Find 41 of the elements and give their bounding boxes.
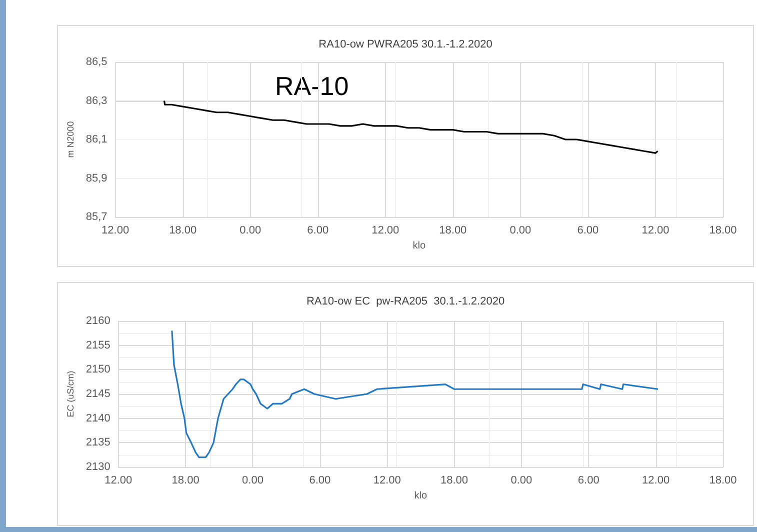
x-tick-label: 12.00 <box>373 474 401 486</box>
x-tick-label: 18.00 <box>439 224 467 236</box>
y-tick-label: 86,1 <box>86 134 108 146</box>
y-tick-label: 2135 <box>86 436 110 449</box>
x-tick-label: 0.00 <box>510 474 532 486</box>
x-tick-label: 18.00 <box>709 474 737 486</box>
line-series <box>171 330 659 458</box>
x-axis-title: klo <box>414 490 428 502</box>
y-tick-label: 85,9 <box>86 172 108 184</box>
y-tick-label: 2130 <box>86 461 110 473</box>
x-tick-label: 12.00 <box>372 224 400 236</box>
x-tick-label: 18.00 <box>440 474 468 486</box>
y-tick-label: 86,5 <box>86 56 108 68</box>
y-tick-label: 2145 <box>86 388 110 400</box>
x-tick-label: 6.00 <box>578 474 600 486</box>
chart-title: RA10-ow PWRA205 30.1.-1.2.2020 <box>318 38 492 50</box>
chart-title: RA10-ow EC pw-RA205 30.1.-1.2.2020 <box>306 296 505 308</box>
y-axis-title: m N2000 <box>66 121 76 158</box>
y-tick-label: 86,3 <box>86 94 108 107</box>
x-tick-label: 0.00 <box>242 474 264 486</box>
x-tick-label: 0.00 <box>240 224 262 236</box>
x-tick-label: 6.00 <box>307 224 329 236</box>
x-tick-label: 0.00 <box>510 224 532 236</box>
y-tick-label: 2155 <box>86 339 110 352</box>
x-tick-label: 12.00 <box>642 224 670 236</box>
x-tick-label: 6.00 <box>309 474 331 486</box>
x-tick-label: 18.00 <box>709 224 737 236</box>
x-tick-label: 12.00 <box>104 474 132 486</box>
annotation: RA-10 <box>275 71 349 101</box>
y-tick-label: 2150 <box>86 364 110 376</box>
x-tick-label: 12.00 <box>642 474 670 486</box>
y-axis-title: EC (uS/cm) <box>66 370 76 418</box>
x-tick-label: 18.00 <box>169 224 197 236</box>
y-tick-label: 2160 <box>86 315 110 327</box>
y-tick-label: 2140 <box>86 412 110 424</box>
line-series <box>163 100 659 154</box>
x-axis-title: klo <box>412 240 426 252</box>
x-tick-label: 6.00 <box>577 224 599 236</box>
x-tick-label: 12.00 <box>102 224 130 236</box>
y-tick-label: 85,7 <box>86 211 108 223</box>
x-tick-label: 18.00 <box>172 474 200 486</box>
